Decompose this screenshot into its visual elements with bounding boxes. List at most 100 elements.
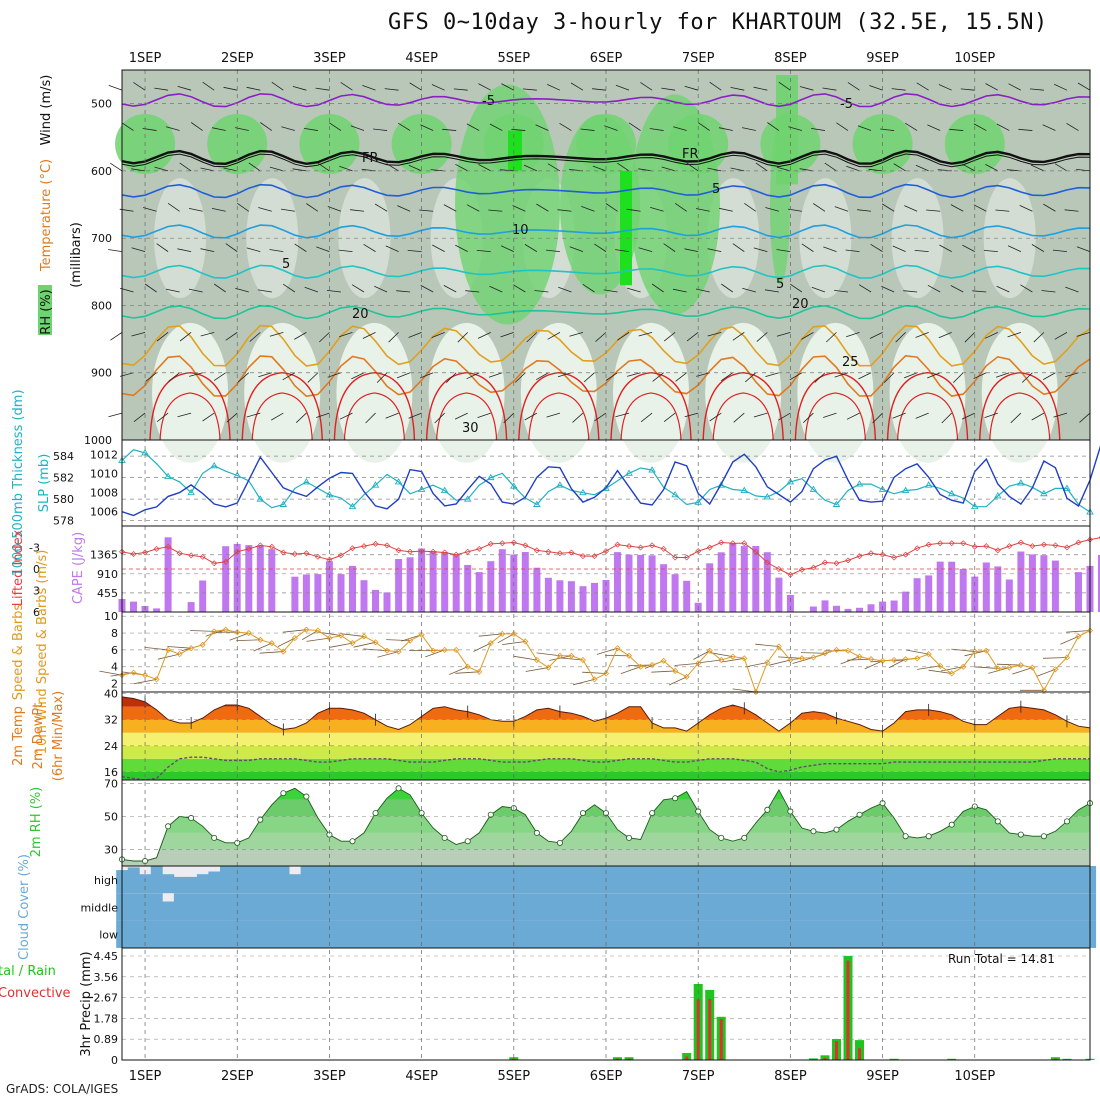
wind-barb bbox=[834, 206, 849, 212]
temp-tick-label: 24 bbox=[104, 740, 118, 753]
cloud-bar bbox=[888, 920, 901, 948]
wind-barb bbox=[615, 249, 630, 253]
wind-barb bbox=[661, 166, 676, 172]
wind-barb bbox=[857, 125, 872, 131]
cloud-bar bbox=[773, 893, 785, 921]
cloud-bar bbox=[796, 866, 808, 894]
isotherm-loop bbox=[702, 372, 784, 441]
cape-bar bbox=[325, 561, 333, 612]
cape-bar bbox=[1028, 554, 1036, 612]
cloud-bar bbox=[404, 866, 417, 894]
rh-point bbox=[649, 810, 656, 817]
wind-barb-10m bbox=[1036, 668, 1056, 677]
cloud-bar bbox=[704, 920, 716, 948]
temp-tick-label: 32 bbox=[104, 714, 118, 727]
wind-barb bbox=[223, 86, 238, 91]
rh-legend-swatch bbox=[38, 285, 52, 335]
cloud-bar bbox=[761, 920, 774, 948]
wind-barb bbox=[385, 412, 399, 419]
wind-barb-10m bbox=[721, 657, 745, 663]
cloud-bar bbox=[139, 874, 152, 894]
cape-bar bbox=[821, 600, 829, 612]
precip-tick-label: 0.89 bbox=[94, 1033, 119, 1046]
wind-barb bbox=[558, 286, 572, 293]
cloud-bar bbox=[346, 920, 359, 948]
cloud-bar bbox=[807, 893, 820, 921]
wind-barb bbox=[661, 87, 676, 91]
lifted-index-point bbox=[245, 545, 252, 552]
wind-speed-point bbox=[660, 657, 667, 664]
wind-barb bbox=[269, 249, 284, 253]
cloud-bar bbox=[346, 893, 359, 921]
cloud-bar bbox=[853, 866, 866, 894]
lifted-index-point bbox=[165, 543, 172, 550]
wind-barb bbox=[858, 372, 872, 380]
cloud-bar bbox=[577, 920, 590, 948]
wind-barb-10m bbox=[674, 662, 699, 666]
wind-barb-10m bbox=[693, 650, 710, 660]
rh-tick-label: 50 bbox=[104, 810, 118, 823]
lifted-index-point bbox=[1052, 542, 1059, 549]
wind-barb bbox=[376, 372, 388, 383]
wind-barb bbox=[663, 412, 676, 423]
dewpoint-line bbox=[121, 756, 1090, 781]
lifted-index-point bbox=[314, 553, 321, 560]
date-label-top: 3SEP bbox=[313, 51, 346, 66]
cloud-bar bbox=[680, 920, 693, 948]
wind-barb-10m bbox=[425, 649, 445, 658]
cloud-bar bbox=[980, 893, 993, 921]
cloud-bar bbox=[254, 893, 267, 921]
thickness-point bbox=[164, 472, 172, 479]
wind-tick-label: 2 bbox=[111, 678, 118, 691]
cape-bar bbox=[936, 561, 944, 612]
wind-barb bbox=[131, 168, 146, 172]
cape-bar bbox=[1017, 551, 1025, 612]
cape-bar bbox=[1005, 579, 1013, 612]
lifted-index-point bbox=[868, 550, 875, 557]
wind-barb bbox=[742, 127, 756, 131]
cape-bar bbox=[786, 594, 794, 612]
wind-barb bbox=[363, 243, 376, 252]
cloud-bar bbox=[807, 920, 820, 948]
cloud-bar bbox=[865, 866, 878, 894]
wind-barb bbox=[202, 412, 215, 422]
cloud-axis-label: Cloud Cover (%) bbox=[17, 854, 32, 960]
date-label-top: 8SEP bbox=[774, 51, 807, 66]
wind-barb bbox=[165, 288, 180, 293]
wind-barb bbox=[177, 248, 192, 253]
wind-barb bbox=[557, 209, 572, 212]
wind-barb bbox=[778, 81, 791, 91]
wind-barb bbox=[1076, 331, 1091, 337]
cloud-bar bbox=[669, 893, 682, 921]
cloud-bar bbox=[231, 893, 244, 921]
thickness-tick-label: 578 bbox=[53, 515, 74, 528]
wind-barb bbox=[385, 245, 399, 253]
wind-barb bbox=[1007, 331, 1021, 338]
wind-barb bbox=[927, 124, 941, 131]
cloud-bar bbox=[243, 920, 255, 948]
cape-bar bbox=[614, 552, 621, 612]
cape-bar bbox=[1075, 572, 1082, 612]
wind-barb bbox=[443, 204, 457, 212]
wind-barb-10m bbox=[157, 653, 180, 660]
cloud-bar bbox=[519, 866, 532, 894]
wind-barb bbox=[500, 245, 514, 252]
cape-tick-label: 910 bbox=[97, 568, 118, 581]
lifted-index-point bbox=[752, 548, 759, 555]
wind-barb bbox=[765, 372, 779, 377]
wind-barb bbox=[202, 81, 215, 91]
wind-barb-10m bbox=[651, 670, 676, 673]
cloud-bar bbox=[842, 866, 855, 894]
wind-speed-point bbox=[891, 656, 898, 664]
wind-barb bbox=[477, 412, 491, 418]
wind-barb-10m bbox=[253, 642, 272, 652]
cape-bar bbox=[925, 575, 933, 612]
wind-barb bbox=[257, 289, 272, 293]
cloud-bar bbox=[462, 866, 474, 894]
cloud-bar bbox=[796, 920, 808, 948]
precip-convective-bar bbox=[846, 960, 850, 1060]
wind-barb bbox=[836, 122, 849, 131]
wind-barb-10m bbox=[236, 639, 261, 641]
lifted-index-point bbox=[533, 547, 540, 554]
lifted-index-point bbox=[199, 553, 206, 560]
